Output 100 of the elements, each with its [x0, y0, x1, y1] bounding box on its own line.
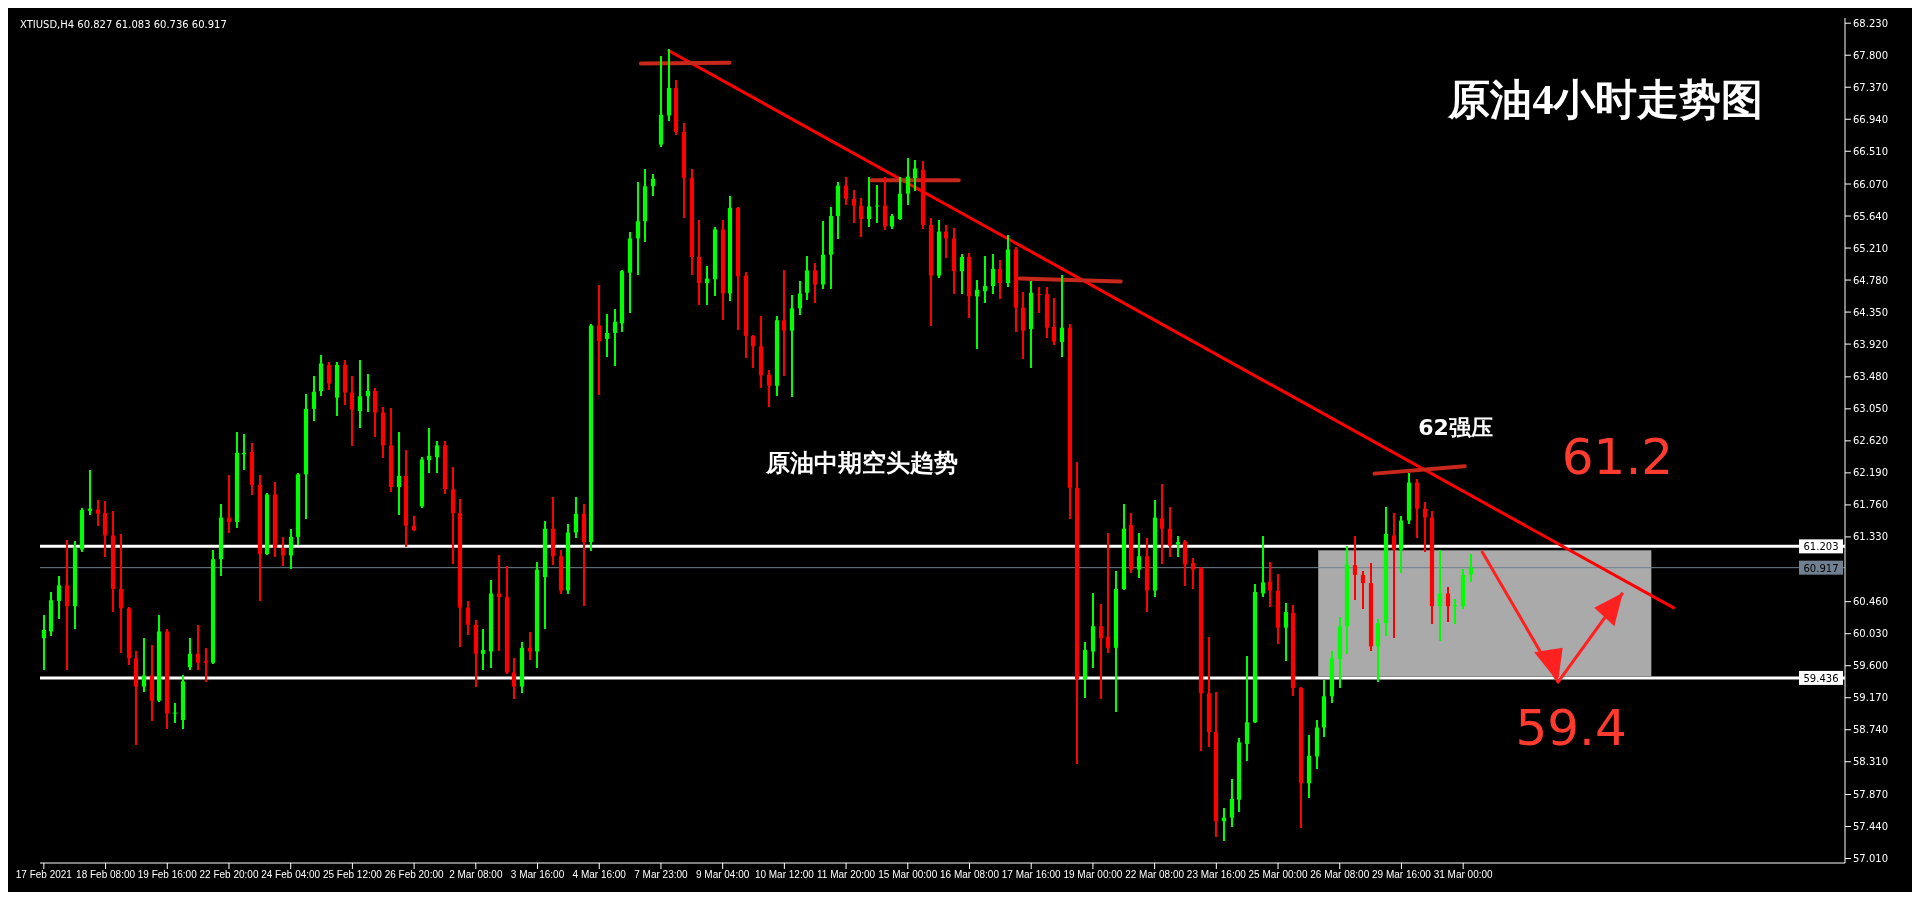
x-tick-label: 7 Mar 23:00 — [634, 869, 689, 881]
y-tick-label: 57.010 — [1853, 853, 1888, 865]
candlestick — [1229, 778, 1235, 828]
candlestick — [1422, 501, 1428, 554]
candlestick — [766, 368, 772, 408]
candlestick — [912, 158, 918, 192]
candlestick — [573, 496, 579, 539]
annotation: 原油中期空头趋势 — [764, 449, 958, 476]
y-tick-label: 63.920 — [1853, 338, 1888, 350]
candlestick — [1105, 531, 1111, 654]
chart-subtitle: XTIUSD,H4 60.827 61.083 60.736 60.917 — [20, 19, 227, 30]
x-tick-label: 25 Mar 00:00 — [1248, 869, 1308, 881]
candlestick — [990, 253, 996, 296]
candlestick — [102, 499, 108, 559]
candlestick — [858, 196, 864, 239]
annotation: 62强压 — [1418, 414, 1493, 440]
candlestick — [1098, 603, 1104, 701]
candlestick — [365, 373, 371, 414]
candlestick — [1283, 601, 1289, 663]
candlestick — [797, 280, 803, 316]
candlestick — [789, 294, 795, 399]
candlestick — [434, 439, 440, 475]
candlestick — [1437, 549, 1443, 643]
y-tick-label: 58.310 — [1853, 756, 1888, 768]
candlestick — [372, 386, 378, 439]
y-tick-label: 59.170 — [1853, 692, 1888, 704]
y-tick-label: 57.870 — [1853, 789, 1888, 801]
candlestick — [450, 466, 456, 565]
candlestick — [118, 533, 124, 654]
x-tick-label: 25 Feb 12:00 — [322, 869, 383, 881]
candlestick — [959, 253, 965, 295]
x-tick-label: 19 Mar 00:00 — [1063, 869, 1123, 881]
x-tick-label: 4 Mar 16:00 — [572, 869, 627, 881]
x-tick-label: 2 Mar 08:00 — [449, 869, 503, 881]
candlestick — [905, 157, 911, 207]
candlestick — [1167, 505, 1173, 559]
x-tick-label: 10 Mar 12:00 — [754, 869, 815, 881]
candlestick — [326, 360, 332, 391]
candlestick — [843, 176, 849, 207]
x-tick-label: 11 Mar 20:00 — [816, 869, 876, 881]
ref-line-label: 60.917 — [1803, 562, 1839, 574]
x-tick-label: 29 Mar 16:00 — [1371, 869, 1432, 881]
y-tick-label: 67.800 — [1853, 49, 1888, 61]
candlestick — [812, 262, 818, 304]
x-tick-label: 17 Feb 2021 — [15, 869, 73, 881]
y-tick-label: 61.330 — [1853, 531, 1888, 543]
candlestick — [612, 307, 618, 367]
y-tick-label: 64.780 — [1853, 274, 1888, 286]
candlestick — [187, 636, 193, 672]
y-tick-label: 62.620 — [1853, 435, 1888, 447]
x-tick-label: 18 Feb 08:00 — [76, 869, 136, 881]
candlestick — [1190, 557, 1196, 591]
candlestick — [604, 313, 610, 358]
candlestick — [480, 627, 486, 672]
candlestick — [1036, 285, 1042, 315]
y-tick-label: 68.230 — [1853, 17, 1888, 29]
x-tick-label: 17 Mar 16:00 — [1001, 869, 1062, 881]
annotation: 59.4 — [1515, 699, 1627, 758]
candlestick — [1182, 538, 1188, 588]
x-tick-label: 22 Feb 20:00 — [199, 869, 259, 881]
candlestick — [804, 254, 810, 301]
text: 原油4小时走势图 — [1447, 77, 1764, 123]
candlestick — [1352, 534, 1358, 601]
candlestick — [1059, 274, 1065, 358]
x-tick-label: 19 Feb 16:00 — [137, 869, 198, 881]
y-tick-label: 58.740 — [1853, 724, 1888, 736]
candlestick — [41, 613, 47, 672]
y-tick-label: 66.510 — [1853, 145, 1888, 157]
candlestick — [1260, 534, 1266, 598]
candlestick — [203, 646, 209, 684]
candlestick — [1267, 560, 1273, 609]
candlestick — [349, 374, 355, 448]
candlestick — [1051, 296, 1057, 347]
candlestick — [496, 553, 502, 653]
candlestick — [195, 624, 201, 672]
x-tick-label: 24 Feb 04:00 — [261, 869, 321, 881]
candlestick — [866, 176, 872, 228]
candlestick — [650, 173, 656, 198]
candlestick — [396, 430, 402, 516]
y-tick-label: 67.370 — [1853, 81, 1888, 93]
x-tick-label: 16 Mar 08:00 — [940, 869, 1000, 881]
y-tick-label: 65.640 — [1853, 210, 1888, 222]
y-tick-label: 66.070 — [1853, 178, 1888, 190]
y-tick-label: 60.030 — [1853, 628, 1888, 640]
x-tick-label: 9 Mar 04:00 — [695, 869, 750, 881]
candlestick — [874, 184, 880, 224]
candlestick — [1159, 482, 1165, 565]
candlestick — [465, 600, 471, 636]
y-tick-label: 64.350 — [1853, 306, 1888, 318]
candlestick — [311, 374, 317, 423]
candlestick — [280, 535, 286, 568]
y-tick-label: 63.480 — [1853, 371, 1888, 383]
candlestick — [1136, 531, 1142, 580]
x-tick-label: 3 Mar 16:00 — [510, 869, 565, 881]
candlestick — [781, 269, 787, 378]
candlestick — [511, 657, 517, 701]
annotation: 61.2 — [1561, 428, 1674, 487]
candlestick — [1244, 654, 1250, 762]
candlestick — [596, 284, 602, 396]
candlestick — [1445, 586, 1451, 624]
